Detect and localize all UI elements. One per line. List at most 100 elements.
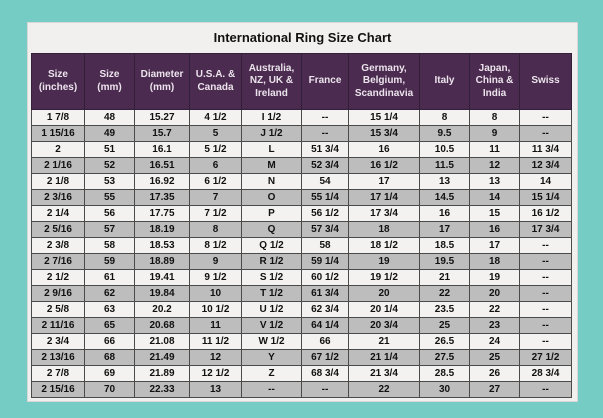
table-cell: L — [241, 141, 302, 158]
table-cell: 16 — [469, 221, 520, 238]
table-cell: -- — [519, 253, 572, 270]
table-cell: 18.53 — [134, 237, 190, 254]
table-cell: 11 1/2 — [189, 333, 242, 350]
table-cell: 18.19 — [134, 221, 190, 238]
table-cell: 58 — [301, 237, 349, 254]
table-cell: 63 — [84, 301, 135, 318]
table-cell: 21 1/4 — [348, 349, 420, 366]
table-cell: 10 1/2 — [189, 301, 242, 318]
table-cell: 70 — [84, 381, 135, 398]
table-row: 2 3/4 66 21.08 11 1/2 W 1/2 66 21 26.5 24 -- — [31, 333, 572, 350]
table-cell: 17 — [419, 221, 470, 238]
table-cell: 20.2 — [134, 301, 190, 318]
table-cell: 21.49 — [134, 349, 190, 366]
table-cell: 28.5 — [419, 365, 470, 382]
table-cell: -- — [519, 285, 572, 302]
table-row: 2 15/16 70 22.33 13 -- -- 22 30 27 -- — [31, 381, 572, 398]
table-cell: 2 1/4 — [31, 205, 85, 222]
table-body: 1 7/8 48 15.27 4 1/2 I 1/2 -- 15 1/4 8 8 -- 1 15/1… — [31, 109, 572, 398]
table-cell: 19.84 — [134, 285, 190, 302]
table-row: 2 5/8 63 20.2 10 1/2 U 1/2 62 3/4 20 1/4 23.5 22… — [31, 301, 572, 318]
table-row: 2 1/4 56 17.75 7 1/2 P 56 1/2 17 3/4 16 15 16 1/2 — [31, 205, 572, 222]
table-cell: Q — [241, 221, 302, 238]
column-header: Australia, NZ, UK & Ireland — [241, 53, 302, 110]
table-cell: 52 3/4 — [301, 157, 349, 174]
table-cell: 2 3/8 — [31, 237, 85, 254]
table-cell: 9 — [469, 125, 520, 142]
table-cell: I 1/2 — [241, 109, 302, 126]
table-cell: 7 — [189, 189, 242, 206]
table-cell: 2 — [31, 141, 85, 158]
table-cell: 23 — [469, 317, 520, 334]
table-cell: 14 — [519, 173, 572, 190]
table-cell: N — [241, 173, 302, 190]
table-cell: 17 3/4 — [519, 221, 572, 238]
table-cell: 5 — [189, 125, 242, 142]
table-cell: 61 3/4 — [301, 285, 349, 302]
table-cell: 17 — [348, 173, 420, 190]
table-cell: 21.89 — [134, 365, 190, 382]
table-cell: 11 — [189, 317, 242, 334]
table-cell: 17 — [469, 237, 520, 254]
table-cell: 8 — [469, 109, 520, 126]
table-cell: W 1/2 — [241, 333, 302, 350]
table-cell: Y — [241, 349, 302, 366]
table-cell: 16 1/2 — [519, 205, 572, 222]
table-cell: 1 15/16 — [31, 125, 85, 142]
table-cell: -- — [519, 381, 572, 398]
table-cell: 69 — [84, 365, 135, 382]
table-cell: 59 1/4 — [301, 253, 349, 270]
table-cell: 2 1/16 — [31, 157, 85, 174]
table-cell: 19 — [469, 269, 520, 286]
table-cell: 6 1/2 — [189, 173, 242, 190]
page-title: International Ring Size Chart — [213, 30, 392, 45]
table-cell: 2 1/2 — [31, 269, 85, 286]
column-header: Italy — [419, 53, 470, 110]
table-cell: 21 — [348, 333, 420, 350]
table-cell: 17.35 — [134, 189, 190, 206]
table-cell: 9.5 — [419, 125, 470, 142]
table-cell: 8 1/2 — [189, 237, 242, 254]
table-cell: 19.5 — [419, 253, 470, 270]
table-row: 2 5/16 57 18.19 8 Q 57 3/4 18 17 16 17 3/4 — [31, 221, 572, 238]
table-cell: -- — [519, 109, 572, 126]
table-header: Size (inches) Size (mm) Diameter (mm) U.S.A… — [31, 53, 572, 110]
table-cell: 25 — [469, 349, 520, 366]
table-cell: -- — [519, 301, 572, 318]
table-cell: 66 — [84, 333, 135, 350]
table-cell: 58 — [84, 237, 135, 254]
table-cell: 12 1/2 — [189, 365, 242, 382]
table-cell: 28 3/4 — [519, 365, 572, 382]
table-cell: 12 3/4 — [519, 157, 572, 174]
table-cell: 17 3/4 — [348, 205, 420, 222]
table-cell: 24 — [469, 333, 520, 350]
table-cell: 16.1 — [134, 141, 190, 158]
table-cell: -- — [519, 237, 572, 254]
table-row: 2 9/16 62 19.84 10 T 1/2 61 3/4 20 22 20 -- — [31, 285, 572, 302]
table-cell: 20 — [348, 285, 420, 302]
table-cell: 68 — [84, 349, 135, 366]
table-cell: 9 1/2 — [189, 269, 242, 286]
table-cell: 15 3/4 — [348, 125, 420, 142]
table-cell: 19 1/2 — [348, 269, 420, 286]
table-cell: 15.27 — [134, 109, 190, 126]
column-header: Size (inches) — [31, 53, 85, 110]
table-cell: 20 — [469, 285, 520, 302]
column-header: Germany, Belgium, Scandinavia — [348, 53, 420, 110]
table-cell: 27.5 — [419, 349, 470, 366]
table-cell: 16.92 — [134, 173, 190, 190]
table-cell: 15.7 — [134, 125, 190, 142]
table-cell: 19.41 — [134, 269, 190, 286]
table-cell: 57 3/4 — [301, 221, 349, 238]
table-cell: 2 1/8 — [31, 173, 85, 190]
table-row: 1 15/16 49 15.7 5 J 1/2 -- 15 3/4 9.5 9 -- — [31, 125, 572, 142]
table-cell: 9 — [189, 253, 242, 270]
table-cell: 13 — [469, 173, 520, 190]
column-header: Japan, China & India — [469, 53, 520, 110]
table-cell: 14.5 — [419, 189, 470, 206]
table-row: 2 11/16 65 20.68 11 V 1/2 64 1/4 20 3/4 25 23 -- — [31, 317, 572, 334]
table-cell: 51 3/4 — [301, 141, 349, 158]
header-row: Size (inches) Size (mm) Diameter (mm) U.S.A… — [31, 53, 572, 110]
table-cell: 10 — [189, 285, 242, 302]
table-row: 2 1/2 61 19.41 9 1/2 S 1/2 60 1/2 19 1/2 21 19 -- — [31, 269, 572, 286]
